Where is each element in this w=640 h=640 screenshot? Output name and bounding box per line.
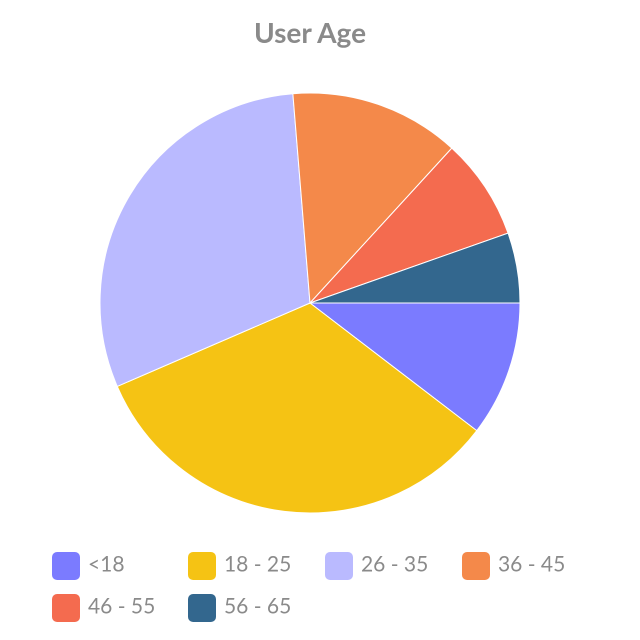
legend-swatch: [188, 594, 216, 622]
legend-label: 36 - 45: [498, 551, 565, 576]
legend-swatch: [325, 552, 353, 580]
pie-slice: [308, 302, 521, 432]
legend-swatch: [52, 594, 80, 622]
legend-label: 56 - 65: [224, 593, 291, 618]
legend-swatch: [188, 552, 216, 580]
pie-slice: [309, 147, 509, 304]
legend-label: 18 - 25: [224, 551, 291, 576]
pie-slice: [116, 302, 478, 514]
legend-swatch: [52, 552, 80, 580]
pie-slice: [99, 93, 311, 388]
chart-title: User Age: [254, 15, 366, 49]
pie-slice: [309, 232, 521, 304]
legend-swatch: [462, 552, 490, 580]
legend-label: 26 - 35: [361, 551, 428, 576]
legend-label: <18: [88, 551, 125, 576]
pie-slice: [292, 92, 453, 305]
legend-label: 46 - 55: [88, 593, 155, 618]
